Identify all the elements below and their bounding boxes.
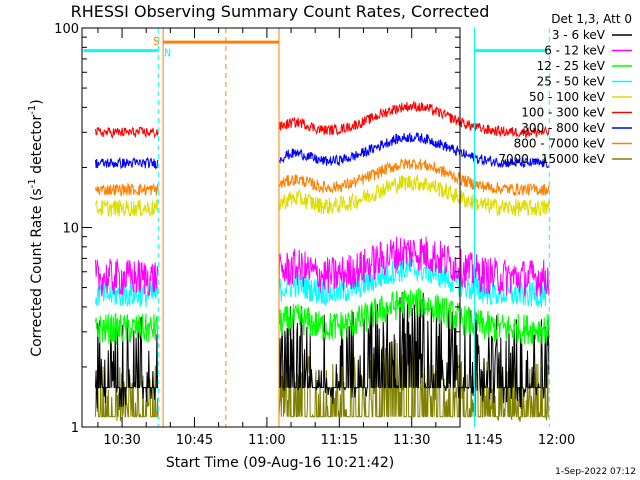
series-300-800kev <box>95 132 550 170</box>
series-trace <box>95 258 159 297</box>
legend-entry-label: 3 - 6 keV <box>552 28 606 42</box>
series-trace <box>278 157 550 197</box>
flag-label-n: N <box>164 47 171 60</box>
flag-label-s: S <box>153 35 160 48</box>
series-trace <box>95 156 159 170</box>
series-trace <box>95 312 159 345</box>
x-tick-label: 11:00 <box>248 433 285 448</box>
x-tick-label: 11:30 <box>393 433 430 448</box>
series-trace <box>278 256 550 308</box>
series-trace <box>278 132 550 169</box>
series-trace <box>278 236 550 297</box>
chart-title: RHESSI Observing Summary Count Rates, Co… <box>71 2 490 21</box>
series-trace <box>95 316 159 409</box>
series-3-6kev <box>95 291 550 409</box>
y-tick-label: 1 <box>71 421 79 436</box>
series-12-25kev <box>95 288 550 345</box>
legend-entry-label: 25 - 50 keV <box>537 75 606 89</box>
series-trace <box>279 291 550 409</box>
x-tick-label: 10:30 <box>103 433 140 448</box>
x-tick-label: 11:45 <box>465 433 502 448</box>
x-axis-label: Start Time (09-Aug-16 10:21:42) <box>166 455 394 471</box>
series-trace <box>278 174 550 217</box>
series-7000-15000kev <box>95 337 549 422</box>
plot-area: SN <box>83 28 550 427</box>
x-tick-label: 12:00 <box>538 433 575 448</box>
x-tick-label: 10:45 <box>176 433 213 448</box>
series-6-12kev <box>95 236 550 297</box>
generation-timestamp: 1-Sep-2022 07:12 <box>555 467 636 477</box>
y-tick-label: 100 <box>54 22 79 37</box>
x-tick-label: 11:15 <box>321 433 358 448</box>
series-trace <box>95 182 159 197</box>
series-trace <box>95 199 159 217</box>
legend-entry-label: 100 - 300 keV <box>521 106 605 120</box>
series-50-100kev <box>95 174 550 217</box>
legend-entry-label: 7000 - 15000 keV <box>498 152 605 166</box>
series-trace <box>278 288 550 345</box>
series-100-300kev <box>95 100 550 139</box>
series-trace <box>95 126 159 139</box>
y-tick-label: 10 <box>62 222 79 237</box>
series-trace <box>278 100 550 139</box>
axes: 1 10 100 10:30 10:45 11:00 11:15 11:30 11:45 12:0… <box>54 22 575 448</box>
legend-entry-label: 800 - 7000 keV <box>514 137 606 151</box>
series-trace <box>95 363 159 422</box>
legend-header: Det 1,3, Att 0 <box>551 12 632 26</box>
series-800-7000kev <box>95 157 550 197</box>
legend-entry-label: 300 - 800 keV <box>521 121 605 135</box>
y-axis-label: Corrected Count Rate (s-1 detector-1) <box>27 99 45 356</box>
series-trace <box>278 337 549 422</box>
legend-entry-label: 50 - 100 keV <box>529 90 606 104</box>
legend-entry-label: 12 - 25 keV <box>537 59 606 73</box>
legend-entry-label: 6 - 12 keV <box>544 44 606 58</box>
